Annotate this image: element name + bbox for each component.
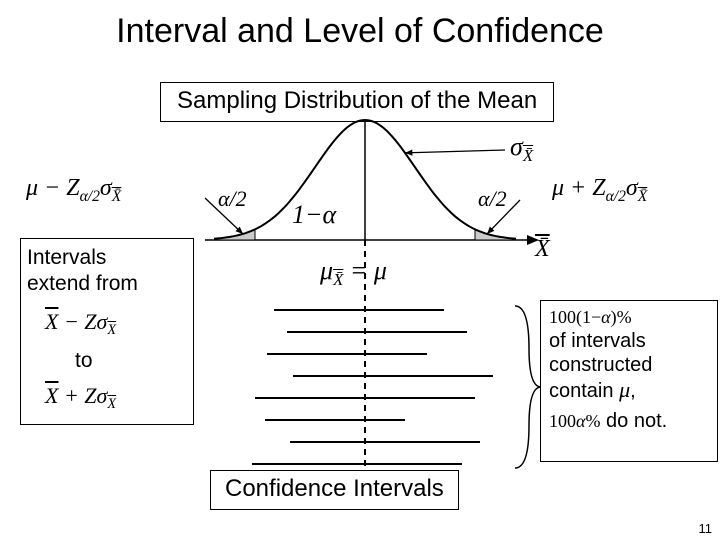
- label-one-minus-alpha: 1−α: [292, 200, 336, 230]
- right-note-mu: μ: [619, 377, 630, 402]
- txt: = μ: [343, 256, 387, 285]
- txt: μ − Z: [26, 175, 80, 201]
- left-note-to: to: [75, 348, 187, 374]
- label-xbar-axis: X̄: [535, 236, 550, 263]
- txt: X̄: [333, 270, 343, 290]
- label-alpha-half-left: α/2: [218, 186, 247, 212]
- label-mu-plus: μ + Zα/2σX̄: [552, 175, 647, 206]
- txt: α/2: [80, 188, 100, 205]
- txt: X̄: [112, 188, 122, 206]
- right-note-tail: do not.: [606, 410, 667, 432]
- left-note-box: Intervals extend from X − ZσX to X + ZσX: [20, 238, 194, 425]
- txt: X̄: [638, 188, 648, 206]
- left-note-formula-top: X − ZσX: [45, 308, 187, 340]
- txt: X̄: [535, 236, 550, 263]
- left-note-line2: extend from: [27, 271, 187, 297]
- txt: μ + Z: [552, 175, 606, 201]
- label-mu-eq: μX̄ = μ: [320, 256, 387, 290]
- txt: σ: [510, 132, 523, 161]
- txt: μ: [320, 256, 333, 285]
- txt: X̄: [523, 146, 533, 166]
- slide-root: Interval and Level of Confidence Samplin…: [0, 0, 720, 540]
- left-note-formula-bot: X + ZσX: [45, 382, 187, 414]
- right-note-box: 100(1−α)% of intervals constructed conta…: [540, 300, 718, 462]
- label-alpha-half-right: α/2: [478, 186, 507, 212]
- txt: σ: [626, 175, 638, 201]
- label-mu-minus: μ − Zα/2σX̄: [26, 175, 121, 206]
- txt: α/2: [606, 188, 626, 205]
- right-note-pct-top: 100(1−α)%: [549, 307, 709, 329]
- ci-label-box: Confidence Intervals: [210, 470, 459, 510]
- left-note-line1: Intervals: [27, 245, 187, 271]
- page-number: 11: [699, 521, 713, 536]
- txt: σ: [100, 175, 112, 201]
- right-note-pct-bot: 100α%: [549, 411, 600, 431]
- right-note-line1: of intervals constructed contain: [549, 330, 652, 402]
- right-note-comma: ,: [630, 380, 636, 402]
- label-sigma-xbar: σX̄: [510, 132, 533, 166]
